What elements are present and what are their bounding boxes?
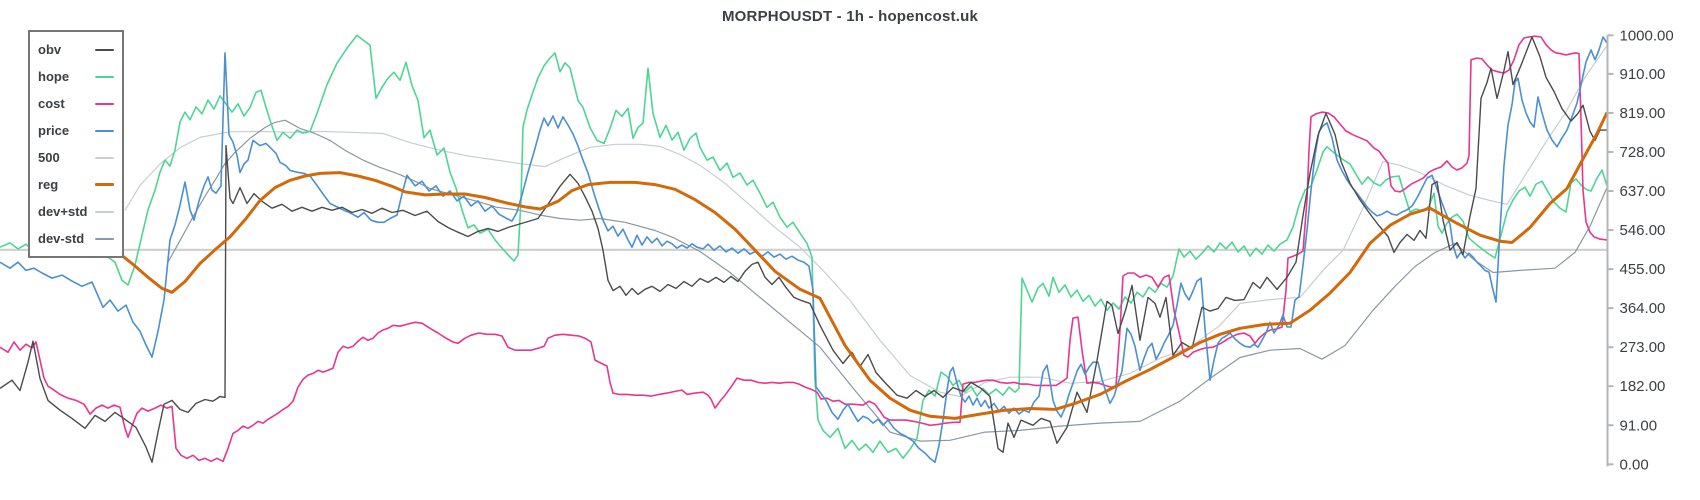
legend-item-obv[interactable]: obv	[38, 36, 114, 63]
legend-item-label: price	[38, 123, 70, 138]
legend-item-label: obv	[38, 42, 62, 57]
series-line-dev+std	[124, 45, 1608, 398]
legend-item-dev-std[interactable]: dev+std	[38, 198, 114, 225]
y-axis-tick-label: 273.00	[1620, 339, 1666, 356]
legend-item-label: 500	[38, 150, 60, 165]
legend-item-label: cost	[38, 96, 65, 111]
legend: obv hope cost price 500 reg dev+std dev-std	[28, 30, 124, 258]
y-axis-tick-label: 546.00	[1620, 222, 1666, 239]
y-axis-tick-label: 1000.00	[1620, 27, 1674, 44]
series-line-cost	[0, 35, 1608, 463]
legend-item-swatch	[94, 183, 114, 186]
legend-item-label: hope	[38, 69, 70, 84]
y-axis-tick-label: 182.00	[1620, 378, 1666, 395]
y-axis-tick-label: 637.00	[1620, 183, 1666, 200]
legend-item-swatch	[94, 102, 114, 105]
series-line-hope	[0, 34, 1608, 460]
legend-item-reg[interactable]: reg	[38, 171, 114, 198]
series-line-obv	[0, 36, 1607, 463]
legend-item-swatch	[94, 129, 114, 132]
legend-item-swatch	[94, 156, 114, 159]
legend-item-dev-std[interactable]: dev-std	[38, 225, 114, 252]
y-axis-tick-label: 819.00	[1620, 105, 1666, 122]
series-line-price	[0, 36, 1608, 464]
legend-item-500[interactable]: 500	[38, 144, 114, 171]
legend-item-price[interactable]: price	[38, 117, 114, 144]
y-axis-tick-label: 0.00	[1620, 456, 1649, 473]
legend-item-swatch	[94, 48, 114, 51]
y-axis-tick-label: 910.00	[1620, 66, 1666, 83]
legend-item-label: reg	[38, 177, 59, 192]
legend-item-cost[interactable]: cost	[38, 90, 114, 117]
series-line-dev-std	[167, 119, 1608, 442]
chart-title: MORPHOUSDT - 1h - hopencost.uk	[721, 8, 978, 25]
legend-item-hope[interactable]: hope	[38, 63, 114, 90]
legend-item-swatch	[94, 75, 114, 78]
y-axis-tick-label: 728.00	[1620, 144, 1666, 161]
series-line-reg	[117, 111, 1609, 420]
legend-item-swatch	[94, 210, 114, 213]
y-axis-tick-label: 364.00	[1620, 300, 1666, 317]
legend-item-swatch	[94, 237, 114, 240]
legend-item-label: dev-std	[38, 231, 85, 246]
legend-item-label: dev+std	[38, 204, 88, 219]
y-axis-tick-label: 455.00	[1620, 261, 1666, 278]
y-axis-tick-label: 91.00	[1620, 417, 1658, 434]
